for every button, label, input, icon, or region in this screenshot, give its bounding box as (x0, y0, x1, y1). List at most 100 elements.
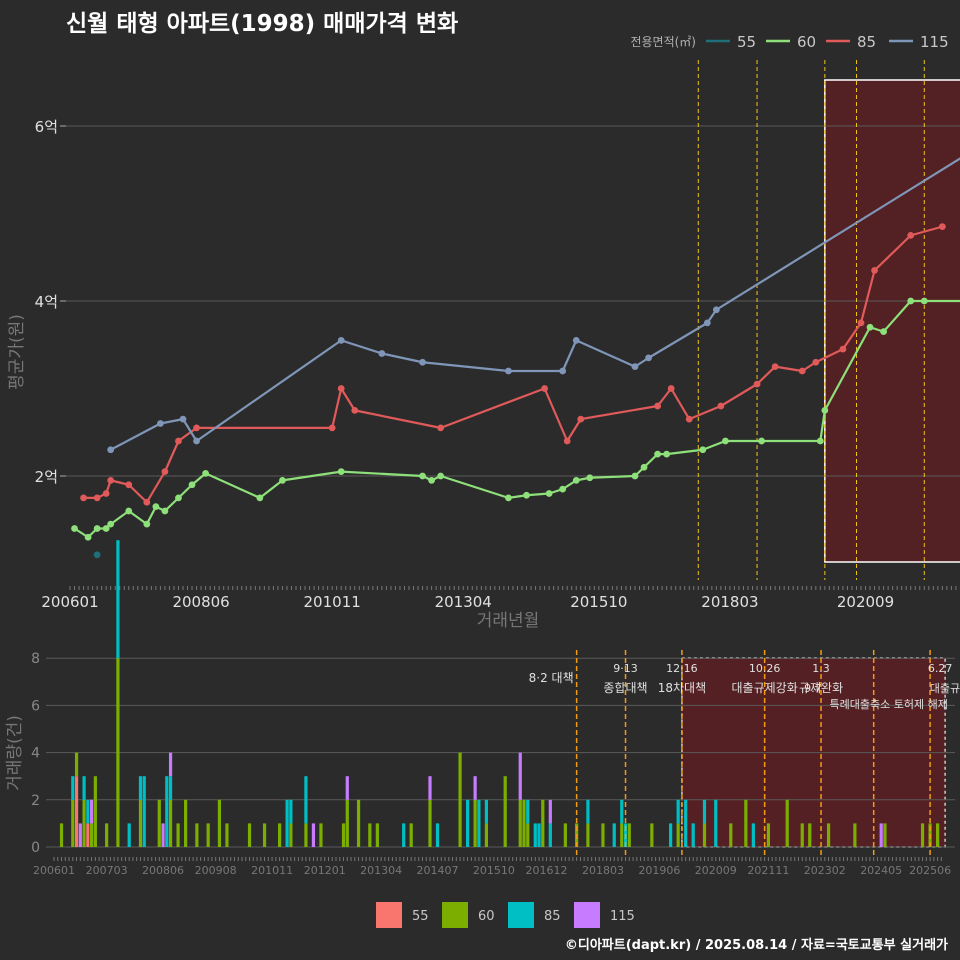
bar-60 (409, 823, 413, 847)
bar-85 (71, 776, 75, 800)
data-point-85 (193, 424, 200, 432)
data-point-60 (880, 328, 887, 336)
bar-60 (808, 823, 812, 847)
bar-legend: 55 60 85 115 (376, 902, 635, 928)
data-point-115 (631, 363, 639, 371)
bar-60 (59, 823, 64, 847)
legend: 전용면적(㎡) 55 60 85 115 (630, 33, 948, 51)
data-point-115 (107, 446, 115, 454)
data-point-85 (563, 437, 571, 445)
bar-60 (936, 823, 940, 847)
data-point-85 (907, 231, 915, 239)
data-point-115 (712, 306, 720, 314)
x-tick-label: 200806 (172, 593, 229, 611)
x-tick-label: 200601 (41, 593, 98, 611)
bar-115 (90, 799, 94, 824)
data-point-60 (107, 520, 115, 528)
data-point-115 (645, 354, 652, 362)
data-point-60 (102, 525, 110, 532)
bar-85 (537, 823, 541, 847)
data-point-85 (654, 402, 661, 410)
bar-85 (116, 540, 120, 659)
data-point-115 (179, 415, 187, 423)
bar-85 (612, 823, 616, 847)
bar-85 (289, 799, 293, 824)
data-point-60 (821, 406, 829, 414)
bar-x-tick-label: 201906 (638, 864, 680, 877)
x-axis-label: 거래년월 (477, 611, 540, 631)
bar-85 (684, 799, 688, 847)
bar-85 (477, 799, 481, 847)
bar-60 (375, 823, 379, 847)
bar-60 (563, 823, 567, 847)
bar-x-tick-label: 200806 (142, 864, 184, 877)
bar-85 (86, 799, 90, 824)
policy-annotation: 대출규제강화 (732, 681, 798, 695)
data-point-60 (920, 297, 928, 305)
data-point-85 (753, 380, 761, 388)
bar-85 (526, 799, 530, 824)
data-point-60 (188, 481, 196, 489)
bar-60 (71, 799, 75, 847)
bar-60 (368, 823, 372, 847)
bar-85 (127, 823, 131, 847)
bar-115 (548, 799, 552, 824)
bar-60 (428, 799, 432, 847)
data-point-85 (839, 345, 847, 353)
bar-85 (751, 823, 755, 847)
bar-legend-label-115: 115 (610, 909, 635, 924)
data-point-85 (125, 481, 133, 489)
data-point-85 (667, 385, 675, 392)
bar-legend-swatch-115 (574, 902, 600, 928)
bar-60 (105, 823, 109, 847)
data-point-55 (93, 551, 101, 559)
bar-x-tick-label: 201510 (473, 864, 515, 877)
policy-annotation-date: 10.26 (749, 662, 781, 675)
bar-legend-label-60: 60 (478, 909, 495, 924)
data-point-60 (71, 525, 78, 532)
data-point-115 (378, 350, 386, 357)
data-point-85 (577, 415, 585, 423)
data-point-85 (175, 437, 182, 445)
data-point-60 (907, 297, 915, 305)
data-point-60 (419, 472, 426, 480)
bar-60 (278, 823, 282, 847)
bar-x-tick-label: 201803 (582, 864, 624, 877)
data-point-85 (717, 402, 725, 410)
data-point-85 (328, 424, 336, 432)
data-point-85 (798, 367, 806, 375)
y-axis-label: 평균가(원) (7, 314, 27, 390)
bar-legend-label-55: 55 (412, 909, 429, 924)
data-point-60 (175, 494, 182, 502)
bar-60 (627, 823, 631, 847)
bar-60 (503, 776, 507, 847)
data-point-60 (722, 437, 729, 445)
bar-60 (729, 823, 733, 847)
bar-60 (184, 799, 188, 847)
bar-60 (620, 823, 624, 847)
data-point-60 (545, 490, 553, 497)
data-point-60 (523, 491, 530, 499)
legend-label-85: 85 (857, 33, 876, 51)
data-point-60 (93, 525, 101, 532)
bar-60 (702, 823, 707, 847)
data-point-85 (938, 223, 946, 231)
bar-115 (168, 752, 173, 777)
footer-credit: ©디아파트(dapt.kr) / 2025.08.14 / 자료=국토교통부 실… (564, 938, 948, 953)
bar-x-tick-label: 201612 (526, 864, 568, 877)
data-point-60 (572, 476, 580, 484)
bar-60 (262, 823, 267, 847)
data-point-60 (279, 476, 286, 484)
bar-60 (206, 823, 210, 847)
bar-60 (289, 823, 293, 847)
bar-x-tick-label: 202506 (909, 864, 951, 877)
policy-annotation: 대출규 (930, 682, 960, 695)
bar-60 (526, 823, 530, 847)
x-tick-label: 202009 (837, 593, 894, 611)
bar-x-tick-label: 201407 (417, 864, 459, 877)
bar-115 (879, 823, 883, 847)
data-point-60 (640, 463, 648, 471)
bar-60 (766, 823, 770, 847)
bar-115 (78, 823, 82, 847)
data-point-115 (505, 367, 512, 375)
